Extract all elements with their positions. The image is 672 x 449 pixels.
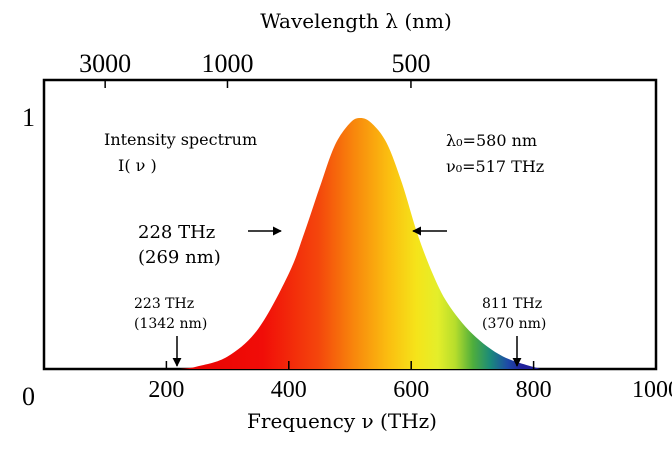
top-tick-label: 1000 (201, 49, 253, 78)
low-edge-wavelength-label: (1342 nm) (134, 316, 207, 332)
series-symbol: I( ν ) (118, 156, 157, 175)
low-edge-frequency-label: 223 THz (134, 296, 194, 312)
high-edge-frequency-label: 811 THz (482, 296, 542, 312)
top-tick-label: 500 (391, 49, 430, 78)
bottom-axis: 200 400 600 800 1000 (148, 361, 672, 403)
peak-wavelength-label: λ₀=580 nm (446, 131, 537, 150)
x-tick-label: 200 (148, 377, 184, 403)
high-edge-wavelength-label: (370 nm) (482, 316, 546, 332)
width-frequency-label: 228 THz (138, 222, 215, 243)
x-tick-label: 600 (393, 377, 429, 403)
series-label: Intensity spectrum (104, 130, 257, 149)
spectrum-area (180, 118, 541, 369)
top-axis-title: Wavelength λ (nm) (260, 9, 452, 33)
x-tick-label: 800 (516, 377, 552, 403)
y-tick-label-max: 1 (22, 103, 35, 132)
peak-frequency-label: ν₀=517 THz (446, 157, 544, 176)
x-tick-label: 400 (271, 377, 307, 403)
y-tick-label-zero: 0 (22, 382, 35, 411)
width-wavelength-label: (269 nm) (138, 247, 221, 268)
top-tick-label: 3000 (79, 49, 131, 78)
x-tick-label: 1000 (632, 377, 672, 403)
x-axis-title: Frequency ν (THz) (247, 409, 437, 433)
top-axis: 3000 1000 500 (79, 49, 430, 88)
